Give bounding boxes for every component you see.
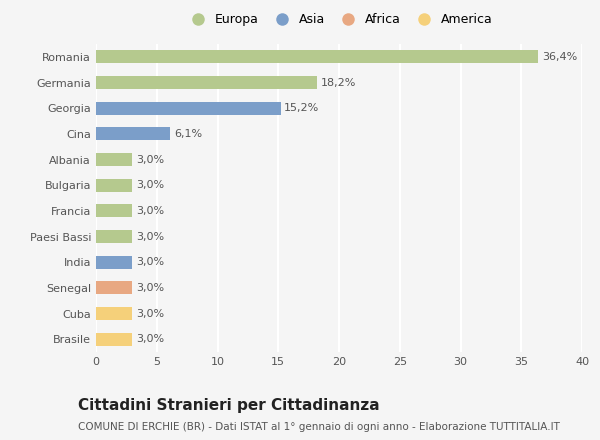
Text: 18,2%: 18,2%: [321, 77, 356, 88]
Bar: [96, 307, 133, 320]
Bar: [96, 230, 133, 243]
Bar: [96, 153, 133, 166]
Text: 3,0%: 3,0%: [136, 206, 164, 216]
Bar: [96, 128, 170, 140]
Text: 3,0%: 3,0%: [136, 334, 164, 344]
Text: 3,0%: 3,0%: [136, 308, 164, 319]
Text: 36,4%: 36,4%: [542, 52, 577, 62]
Text: 15,2%: 15,2%: [284, 103, 320, 113]
Bar: [96, 333, 133, 345]
Text: 3,0%: 3,0%: [136, 231, 164, 242]
Bar: [96, 51, 538, 63]
Bar: [96, 76, 317, 89]
Text: 3,0%: 3,0%: [136, 283, 164, 293]
Text: COMUNE DI ERCHIE (BR) - Dati ISTAT al 1° gennaio di ogni anno - Elaborazione TUT: COMUNE DI ERCHIE (BR) - Dati ISTAT al 1°…: [78, 422, 560, 432]
Text: 3,0%: 3,0%: [136, 154, 164, 165]
Bar: [96, 282, 133, 294]
Text: 3,0%: 3,0%: [136, 180, 164, 190]
Text: 3,0%: 3,0%: [136, 257, 164, 267]
Bar: [96, 179, 133, 191]
Bar: [96, 102, 281, 114]
Legend: Europa, Asia, Africa, America: Europa, Asia, Africa, America: [185, 13, 493, 26]
Text: Cittadini Stranieri per Cittadinanza: Cittadini Stranieri per Cittadinanza: [78, 398, 380, 413]
Text: 6,1%: 6,1%: [174, 129, 202, 139]
Bar: [96, 256, 133, 268]
Bar: [96, 205, 133, 217]
